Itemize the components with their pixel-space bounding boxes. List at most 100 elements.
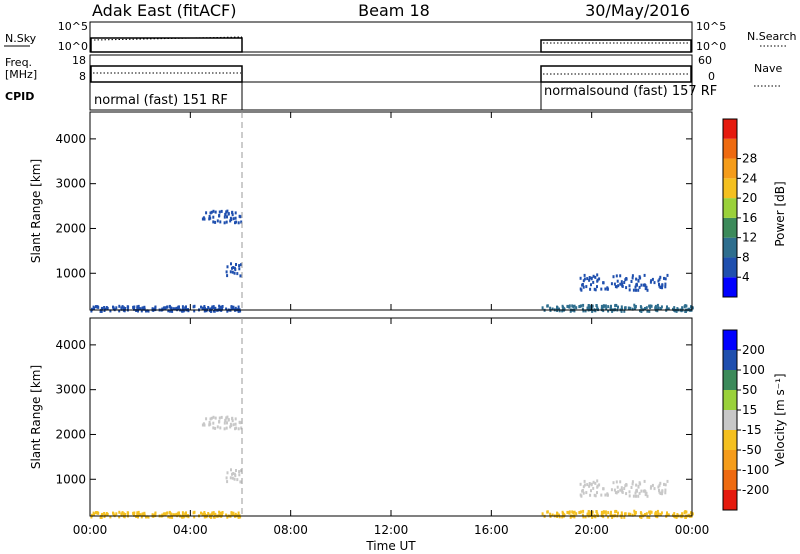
power-echo-cell bbox=[203, 217, 206, 221]
power-echo-cell bbox=[637, 278, 640, 282]
velocity-echo-cell bbox=[147, 515, 150, 519]
power-echo-cell bbox=[590, 277, 593, 281]
power-echo-cell bbox=[166, 305, 169, 309]
velocity-echo-cell bbox=[90, 515, 93, 519]
velocity-echo-cell bbox=[122, 512, 125, 516]
power-echo-cell bbox=[584, 309, 587, 313]
velocity-echo-cell bbox=[579, 482, 582, 486]
power-echo-cell bbox=[638, 285, 641, 289]
freq-label: Freq. bbox=[5, 56, 32, 69]
power-echo-cell bbox=[655, 306, 658, 310]
velocity-ytick-label: 1000 bbox=[55, 472, 86, 486]
velocity-echo-cell bbox=[193, 515, 196, 519]
power-echo-cell bbox=[640, 310, 643, 313]
velocity-colorbar-segment bbox=[723, 490, 737, 510]
velocity-panel: 1000 2000 3000 4000 Slant Range [km] bbox=[29, 317, 694, 519]
power-echo-cell bbox=[220, 307, 223, 311]
velocity-echo-cell bbox=[224, 418, 227, 422]
power-echo-cell bbox=[112, 306, 115, 310]
power-echo-cell bbox=[586, 277, 589, 281]
power-echo-cell bbox=[639, 309, 641, 313]
power-echo-cell bbox=[229, 270, 232, 274]
x-axis-label: Time UT bbox=[365, 539, 416, 553]
velocity-echo-cell bbox=[115, 512, 118, 516]
noise-tick-top-right: 10^5 bbox=[696, 20, 726, 33]
power-echo-cell bbox=[549, 306, 552, 310]
velocity-echo-cell bbox=[212, 426, 215, 430]
power-echo-cell bbox=[621, 284, 624, 288]
velocity-echo-cell bbox=[667, 513, 670, 517]
velocity-echo-cell bbox=[175, 512, 178, 516]
power-echo-cell bbox=[232, 217, 235, 221]
velocity-echo-cell bbox=[118, 515, 121, 519]
power-echo-cell bbox=[104, 307, 107, 311]
velocity-echo-cell bbox=[231, 472, 233, 476]
power-echo-cell bbox=[643, 283, 646, 287]
power-echo-cell bbox=[239, 215, 242, 219]
power-colorbar-segment bbox=[723, 158, 737, 179]
velocity-echo-cell bbox=[655, 512, 658, 516]
velocity-echo-cell bbox=[226, 421, 228, 425]
power-echo-cell bbox=[546, 304, 549, 308]
velocity-echo-cell bbox=[582, 509, 585, 513]
power-echo-cell bbox=[143, 305, 146, 309]
power-echo-cell bbox=[634, 285, 637, 289]
velocity-echo-cell bbox=[598, 483, 601, 487]
x-tick-label: 08:00 bbox=[273, 523, 308, 537]
velocity-echo-cell bbox=[174, 513, 177, 517]
velocity-echo-cell bbox=[572, 511, 575, 514]
velocity-colorbar-segment bbox=[723, 430, 737, 450]
velocity-echo-cell bbox=[609, 512, 612, 516]
velocity-echo-cell bbox=[582, 515, 585, 519]
power-echo-cell bbox=[223, 215, 226, 219]
power-echo-cell bbox=[592, 280, 595, 284]
velocity-echo-cell bbox=[212, 421, 215, 425]
power-echo-cell bbox=[566, 304, 569, 308]
velocity-echo-cell bbox=[171, 515, 173, 519]
velocity-echo-cell bbox=[238, 473, 241, 477]
power-echo-cell bbox=[118, 304, 121, 308]
power-echo-cell bbox=[95, 305, 98, 309]
power-echo-cell bbox=[167, 309, 170, 313]
velocity-echo-cell bbox=[666, 513, 669, 516]
power-echo-cell bbox=[230, 262, 232, 266]
velocity-echo-cell bbox=[583, 479, 586, 483]
velocity-echo-cell bbox=[589, 493, 592, 497]
power-axes: 1000 2000 3000 4000 bbox=[55, 112, 693, 310]
velocity-echo-cell bbox=[203, 511, 206, 514]
velocity-echo-cell bbox=[637, 484, 640, 488]
velocity-echo-cell bbox=[585, 491, 588, 495]
power-echo-cell bbox=[212, 305, 215, 309]
velocity-echo-cell bbox=[214, 416, 217, 420]
freq-unit: [MHz] bbox=[5, 68, 37, 81]
velocity-echo-cell bbox=[590, 483, 593, 487]
power-echo-cell bbox=[162, 306, 165, 310]
power-echo-cell bbox=[615, 274, 618, 278]
power-panel: 1000 2000 3000 4000 Slant Range [km] bbox=[29, 111, 694, 313]
power-colorbar-segment bbox=[723, 138, 737, 159]
cpid-label: CPID bbox=[5, 90, 34, 103]
velocity-echo-cell bbox=[225, 513, 228, 517]
velocity-echo-cell bbox=[649, 512, 652, 516]
power-echo-cell bbox=[604, 304, 607, 308]
power-echo-cell bbox=[587, 304, 590, 307]
freq-tick-top: 18 bbox=[72, 54, 86, 67]
velocity-echo-cell bbox=[658, 490, 661, 494]
power-echo-cell bbox=[234, 211, 237, 215]
power-echo-cell bbox=[238, 267, 241, 271]
power-echo-cell bbox=[216, 219, 219, 223]
power-colorbar-label: Power [dB] bbox=[773, 181, 787, 246]
power-echo-cell bbox=[212, 220, 215, 224]
power-echo-cell bbox=[172, 307, 175, 311]
velocity-echo-cell bbox=[575, 512, 578, 516]
power-echo-cell bbox=[594, 275, 597, 279]
velocity-echo-cell bbox=[640, 516, 643, 519]
velocity-echo-cell bbox=[169, 515, 172, 519]
power-echo-cell bbox=[586, 306, 589, 310]
velocity-echo-cell bbox=[621, 513, 624, 517]
velocity-echo-cell bbox=[239, 421, 242, 425]
power-echo-cell bbox=[619, 282, 622, 286]
power-echo-cell bbox=[170, 306, 173, 310]
velocity-echo-cell bbox=[238, 470, 241, 474]
power-echo-cell bbox=[230, 305, 233, 309]
